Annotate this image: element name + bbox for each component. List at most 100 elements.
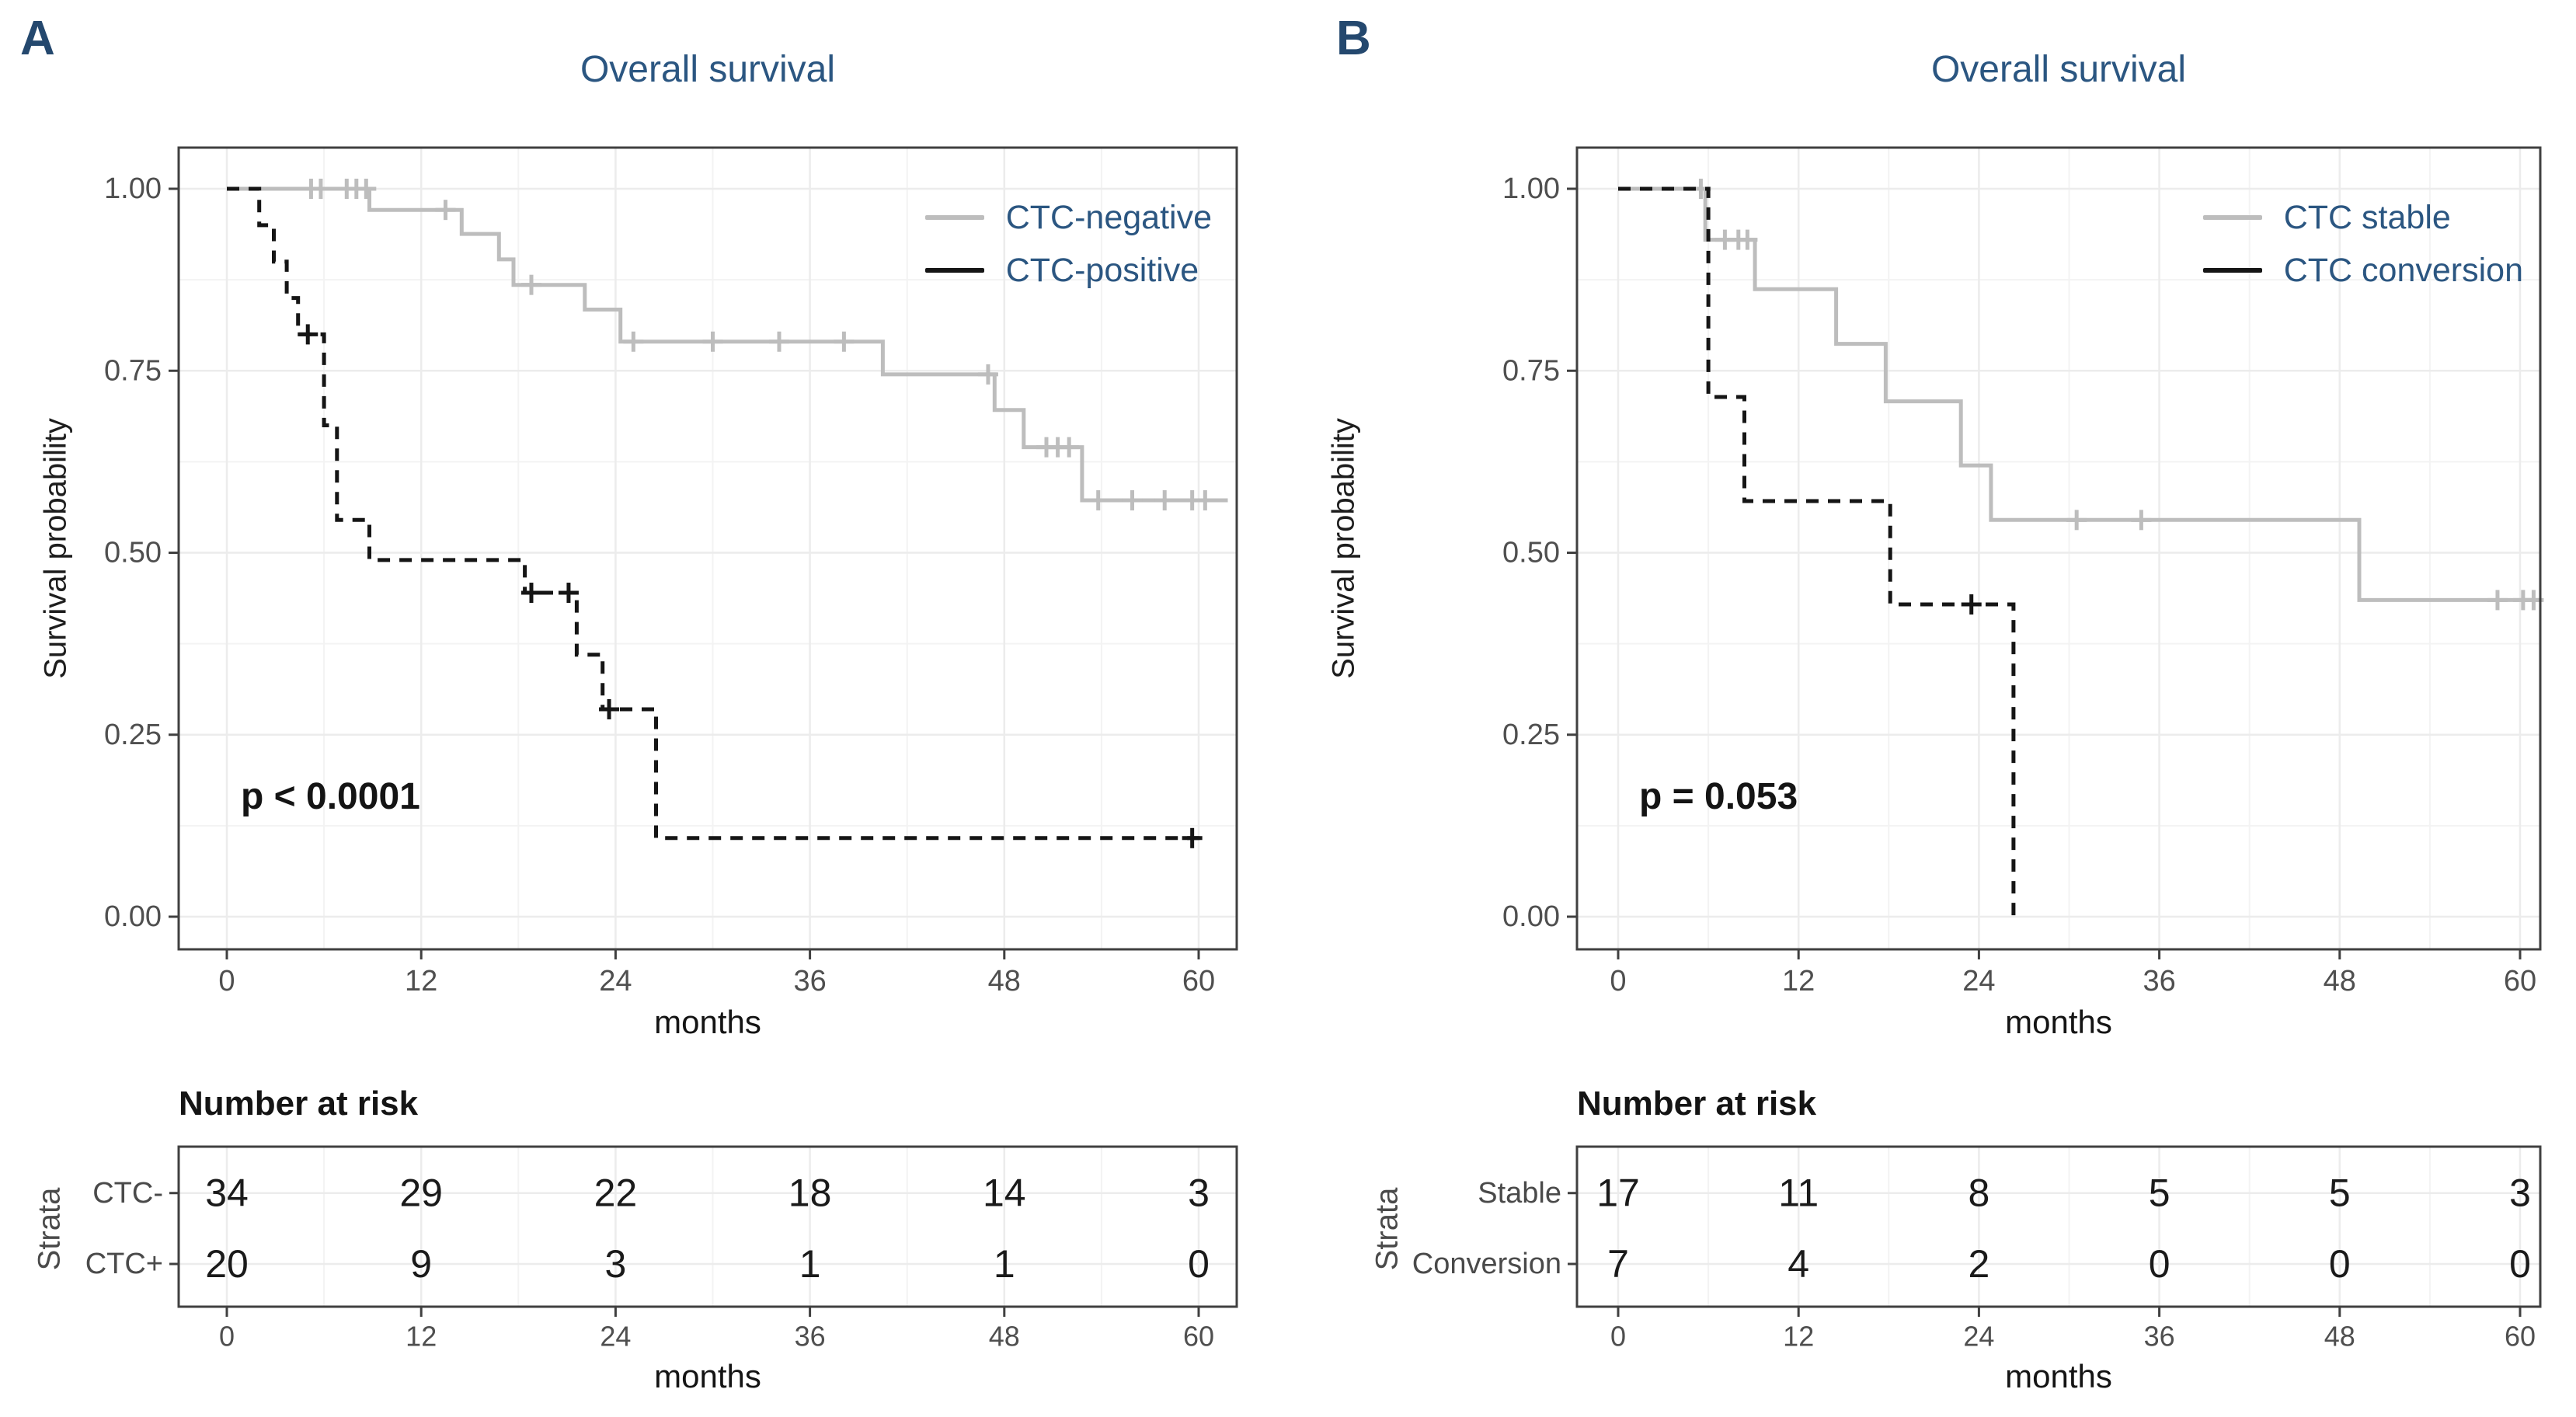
risk-x-tick-label: 24	[600, 1321, 631, 1353]
risk-count: 0	[1188, 1242, 1210, 1286]
risk-row-label: Conversion	[1412, 1248, 1561, 1280]
risk-x-axis-label: months	[654, 1358, 761, 1394]
plot-border	[177, 146, 1238, 951]
risk-x-tick-label: 36	[2144, 1321, 2175, 1353]
risk-count: 14	[983, 1172, 1026, 1215]
legend-label: CTC conversion	[2283, 251, 2523, 289]
risk-count: 20	[205, 1242, 249, 1286]
y-tick-label: 0.50	[1502, 537, 1560, 569]
risk-count: 2	[1968, 1242, 1989, 1286]
x-tick-label: 24	[599, 965, 632, 997]
risk-count: 8	[1968, 1172, 1989, 1215]
legend: CTC-negative CTC-positive	[924, 197, 1212, 291]
risk-count: 0	[2329, 1242, 2351, 1286]
risk-count: 34	[205, 1172, 249, 1215]
CTC-positive-curve	[227, 186, 1204, 841]
risk-x-tick-label: 48	[2324, 1321, 2355, 1353]
x-tick-label: 12	[1782, 965, 1815, 997]
y-tick-label: 1.00	[1502, 172, 1560, 205]
legend-item: CTC conversion	[2202, 250, 2523, 291]
legend-label: CTC stable	[2283, 198, 2451, 236]
panel-letter: A	[20, 12, 55, 65]
y-tick-label: 0.25	[1502, 719, 1560, 751]
risk-table-border	[1575, 1145, 2542, 1308]
legend-item: CTC-negative	[924, 197, 1212, 238]
risk-count: 0	[2149, 1242, 2170, 1286]
risk-row-label: CTC+	[85, 1248, 163, 1280]
y-tick-label: 0.25	[104, 719, 162, 751]
CTC-negative-curve	[227, 186, 1228, 503]
risk-x-tick-label: 48	[989, 1321, 1020, 1353]
risk-x-tick-label: 12	[1783, 1321, 1814, 1353]
risk-x-tick-label: 0	[219, 1321, 235, 1353]
y-tick-label: 0.75	[104, 354, 162, 387]
x-tick-label: 48	[2324, 965, 2356, 997]
risk-count: 5	[2149, 1172, 2170, 1215]
km-plot-svg-A: 1.00 0.75 0.50 0.25 0.00 0 12 24 36 48 60 34 29 22 18 1…	[104, 146, 1238, 1353]
x-axis-label: months	[2005, 1004, 2112, 1040]
risk-x-tick-label: 36	[795, 1321, 826, 1353]
legend-line-icon	[2202, 268, 2262, 273]
y-tick-label: 1.00	[104, 172, 162, 205]
legend-line-icon	[924, 215, 984, 220]
panel-A: 1.00 0.75 0.50 0.25 0.00 0 12 24 36 48 60 34 29 22 18 1…	[20, 12, 1238, 1394]
risk-row-label: CTC-	[92, 1177, 163, 1210]
x-tick-label: 60	[2504, 965, 2536, 997]
x-tick-label: 60	[1182, 965, 1215, 997]
risk-x-tick-label: 12	[406, 1321, 437, 1353]
risk-count: 9	[410, 1242, 432, 1286]
risk-count: 3	[2509, 1172, 2531, 1215]
risk-count: 3	[1188, 1172, 1210, 1215]
risk-count: 29	[399, 1172, 443, 1215]
risk-x-tick-label: 24	[1963, 1321, 1994, 1353]
legend-label: CTC-negative	[1005, 198, 1212, 236]
legend-label: CTC-positive	[1005, 251, 1199, 289]
x-tick-label: 36	[2143, 965, 2175, 997]
risk-x-axis-label: months	[2005, 1358, 2112, 1394]
y-axis-label: Survival probability	[1326, 418, 1361, 679]
y-tick-label: 0.00	[1502, 900, 1560, 933]
risk-x-tick-label: 0	[1610, 1321, 1626, 1353]
legend-item: CTC-positive	[924, 250, 1212, 291]
risk-count: 4	[1788, 1242, 1809, 1286]
legend-item: CTC stable	[2202, 197, 2523, 238]
p-value: p < 0.0001	[241, 776, 420, 817]
y-axis-label: Survival probability	[38, 418, 73, 679]
panel-letter: B	[1336, 12, 1371, 65]
risk-count: 22	[594, 1172, 638, 1215]
y-tick-label: 0.50	[104, 537, 162, 569]
risk-count: 18	[788, 1172, 832, 1215]
risk-count: 0	[2509, 1242, 2531, 1286]
risk-table-title: Number at risk	[179, 1085, 419, 1123]
risk-x-tick-label: 60	[1183, 1321, 1214, 1353]
y-tick-label: 0.75	[1502, 354, 1560, 387]
risk-table-border	[177, 1145, 1238, 1308]
risk-count: 1	[994, 1242, 1015, 1286]
risk-row-label: Stable	[1478, 1177, 1561, 1210]
panel-B: 1.00 0.75 0.50 0.25 0.00 0 12 24 36 48 60 17 11 8 5 5 3 7…	[1288, 0, 2576, 1417]
risk-count: 17	[1596, 1172, 1640, 1215]
risk-count: 11	[1778, 1172, 1819, 1215]
risk-count: 5	[2329, 1172, 2351, 1215]
legend-line-icon	[2202, 215, 2262, 220]
risk-x-tick-label: 60	[2505, 1321, 2536, 1353]
x-tick-label: 48	[988, 965, 1021, 997]
x-tick-label: 0	[218, 965, 235, 997]
risk-count: 1	[799, 1242, 821, 1286]
x-axis-label: months	[654, 1004, 761, 1040]
legend: CTC stable CTC conversion	[2202, 197, 2523, 291]
x-tick-label: 24	[1962, 965, 1995, 997]
x-tick-label: 36	[793, 965, 826, 997]
risk-table-title: Number at risk	[1577, 1085, 1817, 1123]
p-value: p = 0.053	[1639, 776, 1798, 817]
x-tick-label: 0	[1610, 965, 1626, 997]
plot-border	[1575, 146, 2542, 951]
legend-line-icon	[924, 268, 984, 273]
risk-count: 3	[604, 1242, 626, 1286]
y-tick-label: 0.00	[104, 900, 162, 933]
plot-title: Overall survival	[1930, 49, 2187, 90]
risk-count: 7	[1607, 1242, 1629, 1286]
plot-title: Overall survival	[580, 49, 836, 90]
x-tick-label: 12	[405, 965, 437, 997]
